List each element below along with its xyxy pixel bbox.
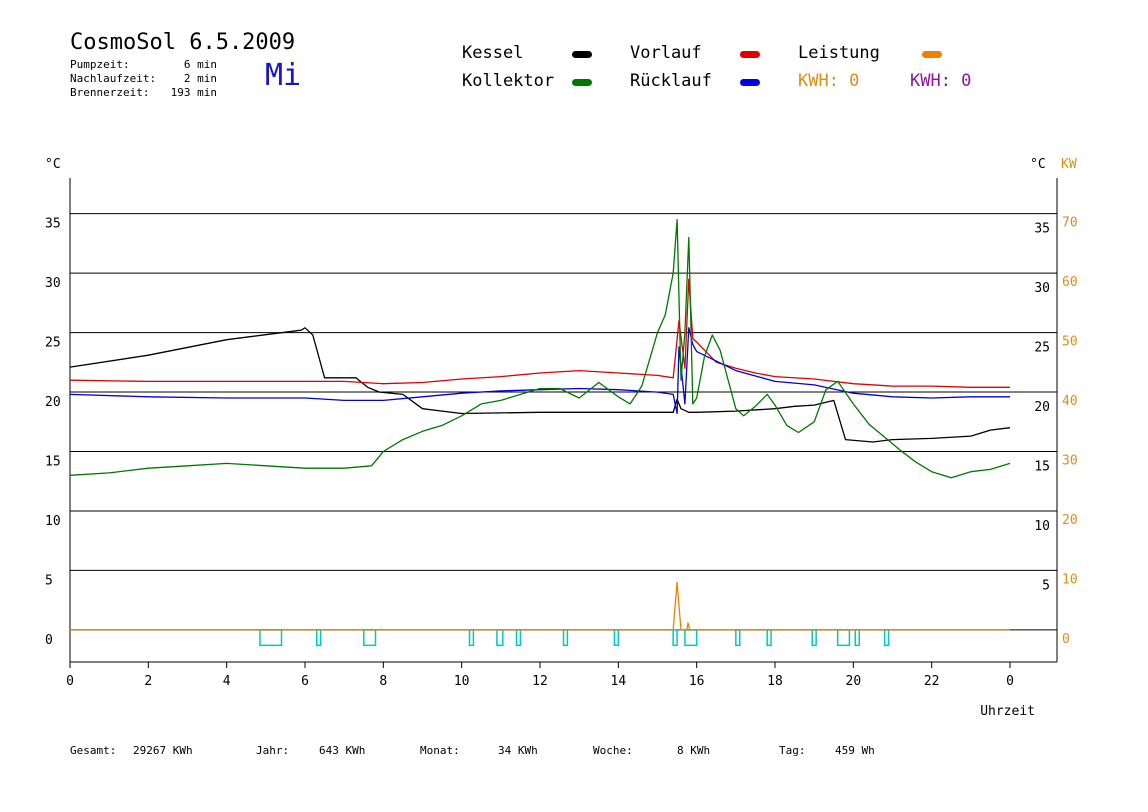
series-line-rücklauf bbox=[69, 327, 1010, 415]
x-tick-1: 2 bbox=[144, 674, 152, 689]
x-tick-3: 6 bbox=[301, 674, 309, 689]
legend-ruecklauf-label: Rücklauf bbox=[630, 71, 712, 91]
y-tick-right-30: 30 bbox=[1034, 281, 1050, 296]
legend-leistung-label: Leistung bbox=[798, 43, 880, 63]
footer-woche-value: 8 KWh bbox=[677, 744, 711, 757]
pump-interval-12 bbox=[811, 629, 817, 647]
y-tick-left-15: 15 bbox=[45, 455, 61, 470]
footer-woche-label: Woche: bbox=[593, 744, 633, 757]
legend-ruecklauf-swatch bbox=[740, 79, 760, 86]
y-tick-right-15: 15 bbox=[1034, 460, 1050, 475]
y-tick-right-5: 5 bbox=[1042, 578, 1050, 593]
x-tick-8: 16 bbox=[689, 674, 705, 689]
footer-monat-label: Monat: bbox=[420, 744, 460, 757]
legend-kollektor-swatch bbox=[572, 79, 592, 86]
chart-title: CosmoSol 6.5.2009 bbox=[70, 30, 296, 55]
pump-interval-15 bbox=[883, 629, 890, 647]
legend-kwh-1: KWH: 0 bbox=[798, 71, 860, 91]
y-tick-right-20: 20 bbox=[1034, 400, 1050, 415]
pump-interval-10 bbox=[735, 629, 741, 647]
stat-label-pumpzeit: Pumpzeit: bbox=[70, 58, 130, 71]
y-tick-left-0: 0 bbox=[45, 633, 53, 648]
x-tick-11: 22 bbox=[924, 674, 940, 689]
pump-interval-6 bbox=[562, 629, 569, 647]
footer-gesamt-value: 29267 KWh bbox=[133, 744, 193, 757]
pump-interval-4 bbox=[496, 629, 504, 647]
pump-interval-8 bbox=[672, 629, 678, 647]
kw-tick-30: 30 bbox=[1062, 454, 1078, 469]
y-tick-right-25: 25 bbox=[1034, 341, 1050, 356]
x-tick-5: 10 bbox=[454, 674, 470, 689]
x-axis-label: Uhrzeit bbox=[980, 704, 1035, 719]
pump-interval-1 bbox=[316, 629, 322, 647]
stat-value-pumpzeit: 6 min bbox=[183, 58, 217, 71]
kw-tick-10: 10 bbox=[1062, 572, 1078, 587]
kw-tick-60: 60 bbox=[1062, 275, 1078, 290]
stat-value-brennerzeit: 193 min bbox=[170, 86, 217, 99]
footer-tag-value: 459 Wh bbox=[835, 744, 875, 757]
kw-tick-0: 0 bbox=[1062, 632, 1070, 647]
pump-interval-14 bbox=[854, 629, 860, 647]
y-tick-left-30: 30 bbox=[45, 276, 61, 291]
x-tick-6: 12 bbox=[532, 674, 548, 689]
y-tick-left-25: 25 bbox=[45, 336, 61, 351]
y-axis-kw-label: KW bbox=[1061, 157, 1077, 172]
series-line-kessel bbox=[69, 327, 1011, 443]
x-tick-10: 20 bbox=[846, 674, 862, 689]
pump-interval-3 bbox=[468, 629, 475, 647]
legend-kessel-swatch bbox=[572, 51, 592, 58]
x-tick-4: 8 bbox=[379, 674, 387, 689]
kw-tick-20: 20 bbox=[1062, 513, 1078, 528]
footer-jahr-label: Jahr: bbox=[256, 744, 290, 757]
legend-vorlauf-label: Vorlauf bbox=[630, 43, 702, 63]
y-tick-right-10: 10 bbox=[1034, 519, 1050, 534]
pump-interval-11 bbox=[766, 629, 772, 647]
legend-leistung-swatch bbox=[922, 51, 942, 58]
pump-interval-0 bbox=[259, 629, 283, 647]
y-tick-left-5: 5 bbox=[45, 573, 53, 588]
legend-kollektor-label: Kollektor bbox=[462, 71, 555, 91]
kw-tick-50: 50 bbox=[1062, 335, 1078, 350]
pump-interval-9 bbox=[684, 629, 698, 647]
y-axis-right-label: °C bbox=[1030, 157, 1046, 172]
y-tick-left-35: 35 bbox=[45, 217, 61, 232]
series-line-kollektor bbox=[69, 218, 1011, 479]
x-tick-7: 14 bbox=[611, 674, 627, 689]
pump-interval-2 bbox=[363, 629, 377, 647]
footer-monat-value: 34 KWh bbox=[498, 744, 538, 757]
stat-value-nachlaufzeit: 2 min bbox=[183, 72, 217, 85]
kw-tick-70: 70 bbox=[1062, 216, 1078, 231]
x-tick-9: 18 bbox=[767, 674, 783, 689]
series-line-vorlauf bbox=[69, 278, 1010, 388]
pump-interval-7 bbox=[613, 629, 620, 647]
x-tick-12: 0 bbox=[1006, 674, 1014, 689]
x-tick-2: 4 bbox=[223, 674, 231, 689]
x-tick-0: 0 bbox=[66, 674, 74, 689]
stat-label-nachlaufzeit: Nachlaufzeit: bbox=[70, 72, 157, 85]
y-tick-left-20: 20 bbox=[45, 395, 61, 410]
legend-kwh-2: KWH: 0 bbox=[910, 71, 972, 91]
footer-jahr-value: 643 KWh bbox=[319, 744, 366, 757]
series-line-leistung bbox=[70, 581, 1010, 631]
y-axis-left-label: °C bbox=[45, 157, 61, 172]
footer-gesamt-label: Gesamt: bbox=[70, 744, 117, 757]
y-tick-right-35: 35 bbox=[1034, 222, 1050, 237]
pump-interval-5 bbox=[515, 629, 522, 647]
legend-vorlauf-swatch bbox=[740, 51, 760, 58]
weekday-label: Mi bbox=[265, 58, 302, 93]
y-tick-left-10: 10 bbox=[45, 514, 61, 529]
stat-label-brennerzeit: Brennerzeit: bbox=[70, 86, 150, 99]
pump-interval-13 bbox=[836, 629, 851, 647]
legend-kessel-label: Kessel bbox=[462, 43, 524, 63]
footer-tag-label: Tag: bbox=[779, 744, 806, 757]
kw-tick-40: 40 bbox=[1062, 394, 1078, 409]
